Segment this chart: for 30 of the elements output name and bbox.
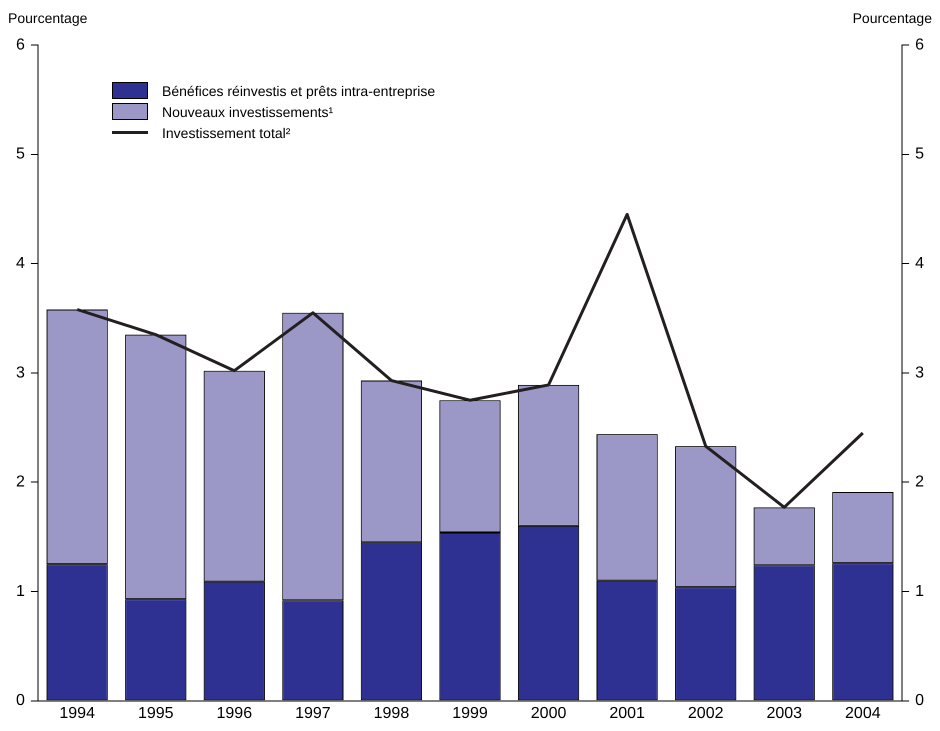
x-tick-label: 1995 <box>138 704 174 722</box>
x-tick-label: 1997 <box>295 704 331 722</box>
legend-label: Bénéfices réinvestis et prêts intra-entreprise <box>162 82 436 98</box>
x-tick-label: 2003 <box>766 704 802 722</box>
legend-label: Investissement total² <box>162 124 290 140</box>
y2-axis-title: Pourcentage <box>852 10 932 26</box>
x-tick-label: 1996 <box>216 704 252 722</box>
x-tick-label: 2000 <box>530 704 566 722</box>
x-tick-label: 1998 <box>374 704 410 722</box>
y-axis-title: Pourcentage <box>8 10 88 26</box>
y-tick-label: 0 <box>16 692 25 710</box>
y2-tick-label: 4 <box>915 255 924 272</box>
y2-tick-label: 1 <box>915 582 924 600</box>
x-tick-label: 2004 <box>845 704 881 722</box>
y-tick-label: 3 <box>16 364 25 382</box>
x-tick-label: 1994 <box>59 704 96 722</box>
y2-tick-label: 3 <box>915 364 924 382</box>
x-tick-label: 1999 <box>452 704 488 722</box>
y-tick-label: 2 <box>16 474 25 491</box>
x-tick-label: 2001 <box>609 704 646 722</box>
y-tick-label: 4 <box>16 255 25 272</box>
y2-tick-label: 6 <box>915 36 924 54</box>
y-tick-label: 1 <box>16 582 25 600</box>
y-tick-label: 5 <box>16 146 25 163</box>
y2-tick-label: 5 <box>915 146 924 163</box>
y-tick-label: 6 <box>16 36 25 54</box>
x-tick-label: 2002 <box>688 704 724 722</box>
y2-tick-label: 2 <box>915 474 924 491</box>
y2-tick-label: 0 <box>915 692 924 710</box>
legend-label: Nouveaux investissements¹ <box>162 104 334 120</box>
